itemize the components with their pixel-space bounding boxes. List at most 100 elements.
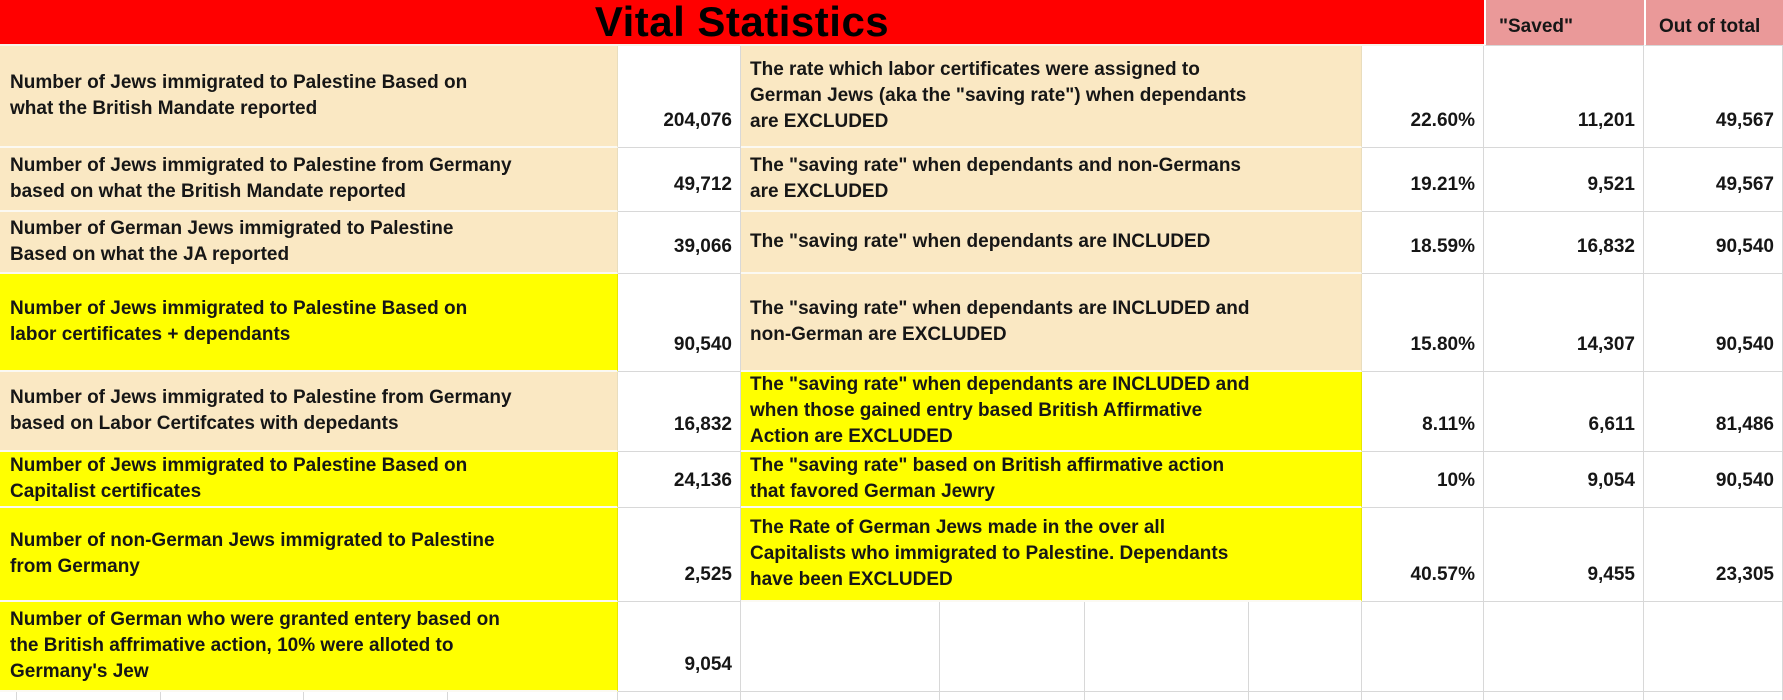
- grid-cell[interactable]: [1249, 692, 1362, 700]
- row-total-cell[interactable]: 81,486: [1644, 372, 1783, 452]
- row-value-cell-text: 39,066: [673, 236, 732, 257]
- empty-cell[interactable]: [741, 602, 940, 692]
- row-total-cell[interactable]: [1644, 602, 1783, 692]
- table-row: Number of Jews immigrated to Palestine B…: [0, 274, 1783, 372]
- row-total-cell[interactable]: 23,305: [1644, 508, 1783, 602]
- grid-cell[interactable]: [940, 692, 1085, 700]
- row-label-cell[interactable]: Number of non-German Jews immigrated to …: [0, 508, 618, 602]
- row-desc-cell[interactable]: The "saving rate" when dependants are IN…: [741, 372, 1362, 452]
- table-row: Number of Jews immigrated to Palestine B…: [0, 452, 1783, 508]
- row-value-cell-text: 16,832: [673, 414, 732, 435]
- row-total-cell-text: 90,540: [1715, 236, 1774, 257]
- row-pct-cell-text: 19.21%: [1410, 174, 1475, 195]
- row-label-cell[interactable]: Number of German Jews immigrated to Pale…: [0, 212, 618, 274]
- row-saved-cell[interactable]: 9,054: [1484, 452, 1644, 508]
- row-pct-cell-text: 15.80%: [1410, 334, 1475, 355]
- row-value-cell[interactable]: 9,054: [618, 602, 741, 692]
- row-label-cell[interactable]: Number of German who were granted entery…: [0, 602, 618, 692]
- grid-cell[interactable]: [304, 692, 448, 700]
- empty-cell[interactable]: [1085, 602, 1249, 692]
- empty-desc-cells: [741, 602, 1362, 692]
- row-value-cell-text: 90,540: [673, 334, 732, 355]
- column-header-saved[interactable]: "Saved": [1484, 0, 1644, 46]
- row-label-cell[interactable]: Number of Jews immigrated to Palestine B…: [0, 274, 618, 372]
- empty-cell[interactable]: [940, 602, 1085, 692]
- row-saved-cell[interactable]: 6,611: [1484, 372, 1644, 452]
- row-value-cell[interactable]: 16,832: [618, 372, 741, 452]
- row-pct-cell[interactable]: 19.21%: [1362, 148, 1484, 212]
- grid-cell[interactable]: [741, 692, 940, 700]
- row-total-cell[interactable]: 90,540: [1644, 274, 1783, 372]
- row-saved-cell[interactable]: 11,201: [1484, 46, 1644, 148]
- column-header-out-of-total[interactable]: Out of total: [1644, 0, 1783, 46]
- row-total-cell[interactable]: 90,540: [1644, 212, 1783, 274]
- row-total-cell[interactable]: 49,567: [1644, 46, 1783, 148]
- row-saved-cell-text: 6,611: [1588, 414, 1636, 435]
- row-saved-cell-text: 9,455: [1587, 564, 1635, 585]
- grid-cell[interactable]: [161, 692, 304, 700]
- grid-cell[interactable]: [618, 692, 741, 700]
- row-saved-cell-text: 14,307: [1576, 334, 1635, 355]
- row-label-cell[interactable]: Number of Jews immigrated to Palestine f…: [0, 372, 618, 452]
- row-value-cell-text: 2,525: [684, 564, 732, 585]
- row-value-cell[interactable]: 24,136: [618, 452, 741, 508]
- grid-cell[interactable]: [1085, 692, 1249, 700]
- grid-cell[interactable]: [1644, 692, 1783, 700]
- row-desc-cell-text: The rate which labor certificates were a…: [750, 59, 1247, 132]
- row-pct-cell-text: 10%: [1436, 470, 1475, 491]
- table-row: Number of Jews immigrated to Palestine f…: [0, 372, 1783, 452]
- row-pct-cell[interactable]: 8.11%: [1362, 372, 1484, 452]
- row-total-cell-text: 81,486: [1715, 414, 1774, 435]
- row-total-cell-text: 90,540: [1715, 470, 1774, 491]
- row-desc-cell[interactable]: The "saving rate" based on British affir…: [741, 452, 1362, 508]
- row-desc-cell-text: The Rate of German Jews made in the over…: [750, 517, 1229, 590]
- row-value-cell[interactable]: 204,076: [618, 46, 741, 148]
- grid-cell[interactable]: [1484, 692, 1644, 700]
- row-desc-cell[interactable]: The "saving rate" when dependants are IN…: [741, 212, 1362, 274]
- row-pct-cell[interactable]: 18.59%: [1362, 212, 1484, 274]
- row-pct-cell[interactable]: 10%: [1362, 452, 1484, 508]
- row-desc-cell-text: The "saving rate" when dependants are IN…: [750, 298, 1250, 345]
- row-saved-cell-text: 16,832: [1576, 236, 1635, 257]
- grid-cell[interactable]: [17, 692, 161, 700]
- row-desc-cell[interactable]: The rate which labor certificates were a…: [741, 46, 1362, 148]
- row-value-cell[interactable]: 39,066: [618, 212, 741, 274]
- grid-cell[interactable]: [0, 692, 17, 700]
- row-value-cell[interactable]: 49,712: [618, 148, 741, 212]
- row-label-cell-text: Number of German Jews immigrated to Pale…: [10, 218, 454, 265]
- row-pct-cell[interactable]: [1362, 602, 1484, 692]
- row-saved-cell[interactable]: 9,521: [1484, 148, 1644, 212]
- row-label-cell[interactable]: Number of Jews immigrated to Palestine B…: [0, 46, 618, 148]
- row-saved-cell[interactable]: 16,832: [1484, 212, 1644, 274]
- row-label-cell-text: Number of Jews immigrated to Palestine B…: [10, 298, 468, 345]
- row-total-cell[interactable]: 90,540: [1644, 452, 1783, 508]
- row-label-cell[interactable]: Number of Jews immigrated to Palestine B…: [0, 452, 618, 508]
- row-saved-cell[interactable]: [1484, 602, 1644, 692]
- row-saved-cell-text: 9,521: [1587, 174, 1635, 195]
- row-desc-cell-text: The "saving rate" when dependants are IN…: [750, 231, 1211, 252]
- row-desc-cell[interactable]: The "saving rate" when dependants and no…: [741, 148, 1362, 212]
- row-value-cell[interactable]: 2,525: [618, 508, 741, 602]
- bottom-grid-sliver: [0, 692, 1783, 700]
- row-saved-cell[interactable]: 9,455: [1484, 508, 1644, 602]
- row-total-cell-text: 49,567: [1715, 110, 1774, 131]
- row-value-cell-text: 9,054: [684, 654, 732, 675]
- row-pct-cell[interactable]: 22.60%: [1362, 46, 1484, 148]
- row-pct-cell[interactable]: 15.80%: [1362, 274, 1484, 372]
- table-row: Number of Jews immigrated to Palestine f…: [0, 148, 1783, 212]
- row-saved-cell[interactable]: 14,307: [1484, 274, 1644, 372]
- grid-cell[interactable]: [448, 692, 618, 700]
- row-total-cell-text: 49,567: [1715, 174, 1774, 195]
- row-desc-cell[interactable]: The "saving rate" when dependants are IN…: [741, 274, 1362, 372]
- row-value-cell[interactable]: 90,540: [618, 274, 741, 372]
- empty-cell[interactable]: [1249, 602, 1362, 692]
- page-title: Vital Statistics: [594, 0, 890, 45]
- grid-cell[interactable]: [1362, 692, 1484, 700]
- row-label-cell[interactable]: Number of Jews immigrated to Palestine f…: [0, 148, 618, 212]
- title-banner[interactable]: Vital Statistics: [0, 0, 1484, 46]
- table-row: Number of German who were granted entery…: [0, 602, 1783, 692]
- row-total-cell[interactable]: 49,567: [1644, 148, 1783, 212]
- row-desc-cell[interactable]: The Rate of German Jews made in the over…: [741, 508, 1362, 602]
- row-pct-cell[interactable]: 40.57%: [1362, 508, 1484, 602]
